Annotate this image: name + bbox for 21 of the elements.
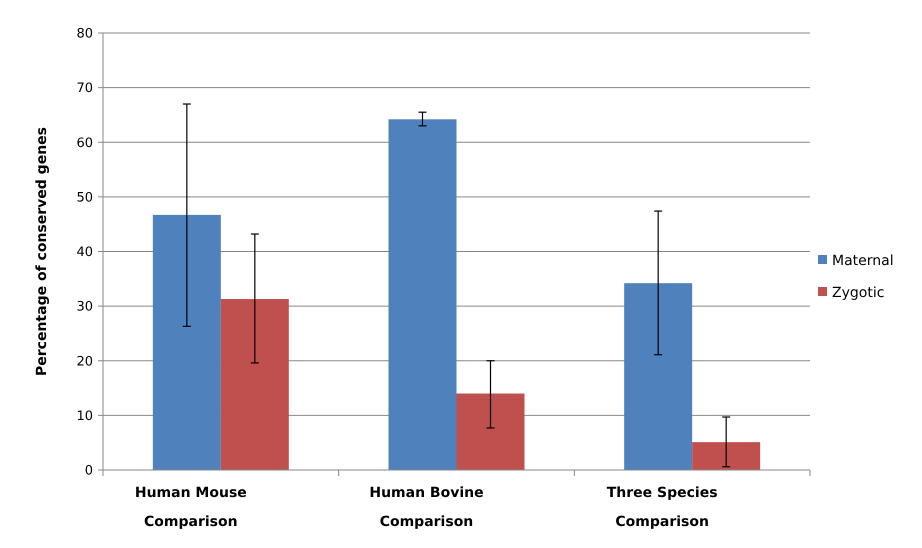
legend-label: Zygotic bbox=[832, 284, 884, 301]
bar bbox=[152, 214, 221, 470]
y-tick-label: 0 bbox=[84, 464, 93, 479]
bar bbox=[624, 283, 692, 470]
y-tick-label: 60 bbox=[76, 136, 93, 151]
bar bbox=[456, 394, 524, 470]
x-tick-label: Three Species Comparison bbox=[606, 485, 718, 530]
y-tick-label: 10 bbox=[76, 408, 93, 424]
y-tick-label: 40 bbox=[76, 245, 93, 260]
legend-label: Maternal bbox=[832, 252, 894, 269]
y-axis-title: Percentage of conserved genes bbox=[34, 127, 50, 376]
bar bbox=[388, 119, 456, 470]
y-tick-label: 20 bbox=[76, 354, 93, 370]
bar bbox=[692, 442, 760, 470]
x-tick-label: Human Mouse Comparison bbox=[134, 485, 247, 530]
x-tick-label: Human Bovine Comparison bbox=[369, 485, 484, 530]
y-tick-label: 50 bbox=[76, 190, 93, 206]
y-tick-label: 30 bbox=[76, 300, 93, 315]
y-tick-label: 80 bbox=[76, 26, 93, 42]
bar bbox=[220, 299, 289, 470]
y-tick-label: 70 bbox=[76, 81, 93, 96]
